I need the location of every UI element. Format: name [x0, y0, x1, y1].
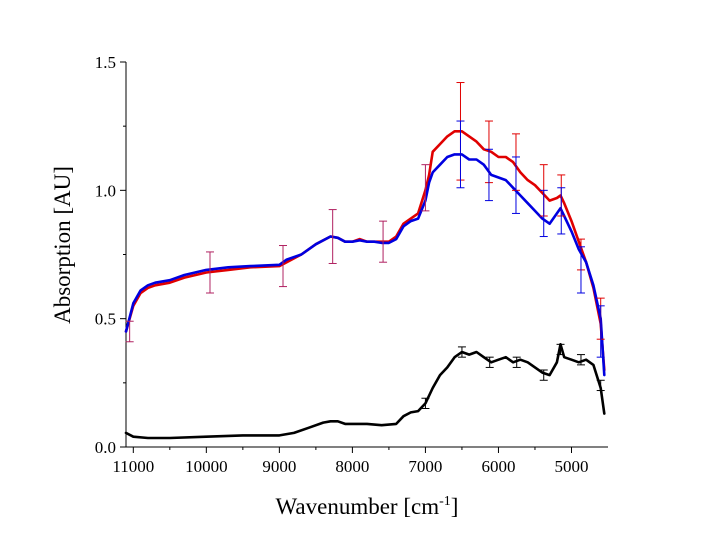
- error-bar: [484, 148, 493, 202]
- error-bar: [125, 320, 134, 343]
- errorbar-layer: [125, 82, 605, 409]
- error-bar: [511, 156, 520, 214]
- error-bar: [557, 187, 566, 235]
- error-bar: [576, 354, 585, 366]
- x-axis-title-suffix: ]: [451, 494, 459, 519]
- plot-area: 11000 10000 9000 8000 7000 6000 5000 0.0 0.5 1.0 1…: [95, 53, 608, 476]
- error-bar: [512, 356, 521, 368]
- axes: [125, 62, 608, 448]
- x-tick-label: 11000: [112, 457, 154, 476]
- error-bar: [556, 343, 565, 356]
- error-bar: [539, 369, 548, 381]
- y-tick-label: 1.0: [95, 181, 116, 200]
- series-line-2: [124, 342, 606, 440]
- error-bar: [328, 209, 337, 264]
- y-tick-label: 1.5: [95, 53, 116, 72]
- error-bar: [456, 120, 465, 189]
- error-bar: [421, 397, 430, 409]
- error-bar: [596, 379, 605, 392]
- error-bar: [596, 305, 605, 358]
- y-tick-label: 0.5: [95, 310, 116, 329]
- x-tick-label: 8000: [335, 457, 369, 476]
- series-layer: [124, 130, 606, 440]
- x-axis-title-superscript: -1: [439, 494, 451, 509]
- tick-layer: 11000 10000 9000 8000 7000 6000 5000 0.0 0.5 1.0 1…: [95, 53, 589, 476]
- error-bar: [576, 246, 585, 294]
- y-axis-title: Absorption [AU]: [50, 166, 75, 324]
- error-bar: [205, 251, 214, 294]
- series-line-1: [124, 153, 606, 377]
- error-bar: [379, 220, 388, 263]
- x-tick-label: 10000: [185, 457, 228, 476]
- x-tick-label: 7000: [408, 457, 442, 476]
- error-bar: [539, 189, 548, 238]
- error-bar: [457, 346, 466, 358]
- x-tick-label: 9000: [262, 457, 296, 476]
- x-axis-title: Wavenumber [cm-1]: [276, 494, 459, 519]
- error-bar: [279, 245, 288, 288]
- x-axis-title-main: Wavenumber [cm: [276, 494, 440, 519]
- error-bar: [421, 164, 430, 212]
- series-line-0: [124, 130, 606, 372]
- y-tick-label: 0.0: [95, 438, 116, 457]
- x-tick-label: 6000: [481, 457, 515, 476]
- x-tick-label: 5000: [554, 457, 588, 476]
- error-bar: [485, 356, 494, 368]
